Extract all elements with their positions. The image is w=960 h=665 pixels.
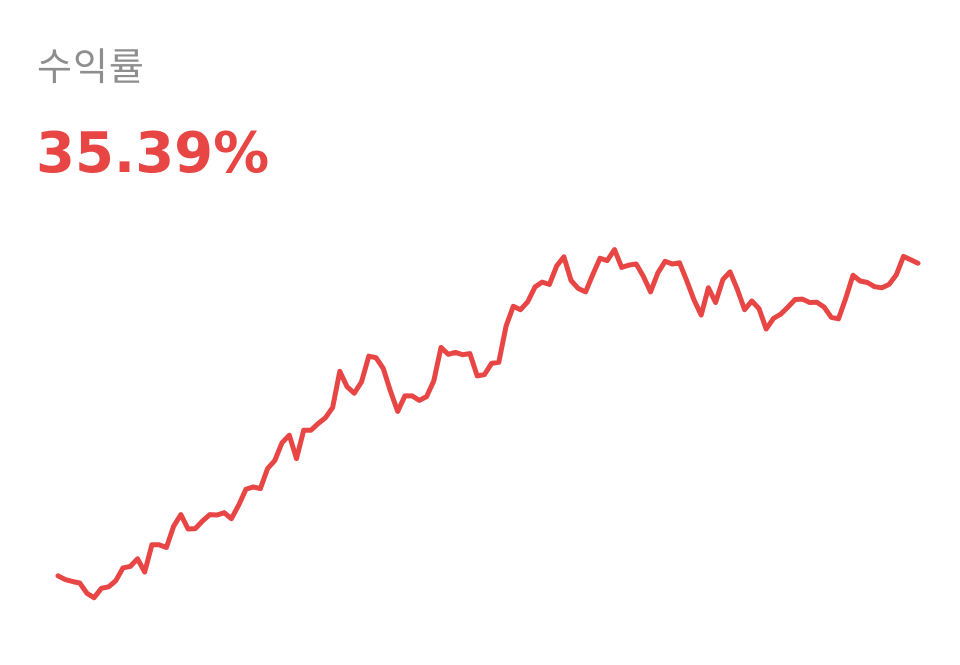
plot-area bbox=[58, 250, 918, 598]
series-line bbox=[58, 250, 918, 598]
